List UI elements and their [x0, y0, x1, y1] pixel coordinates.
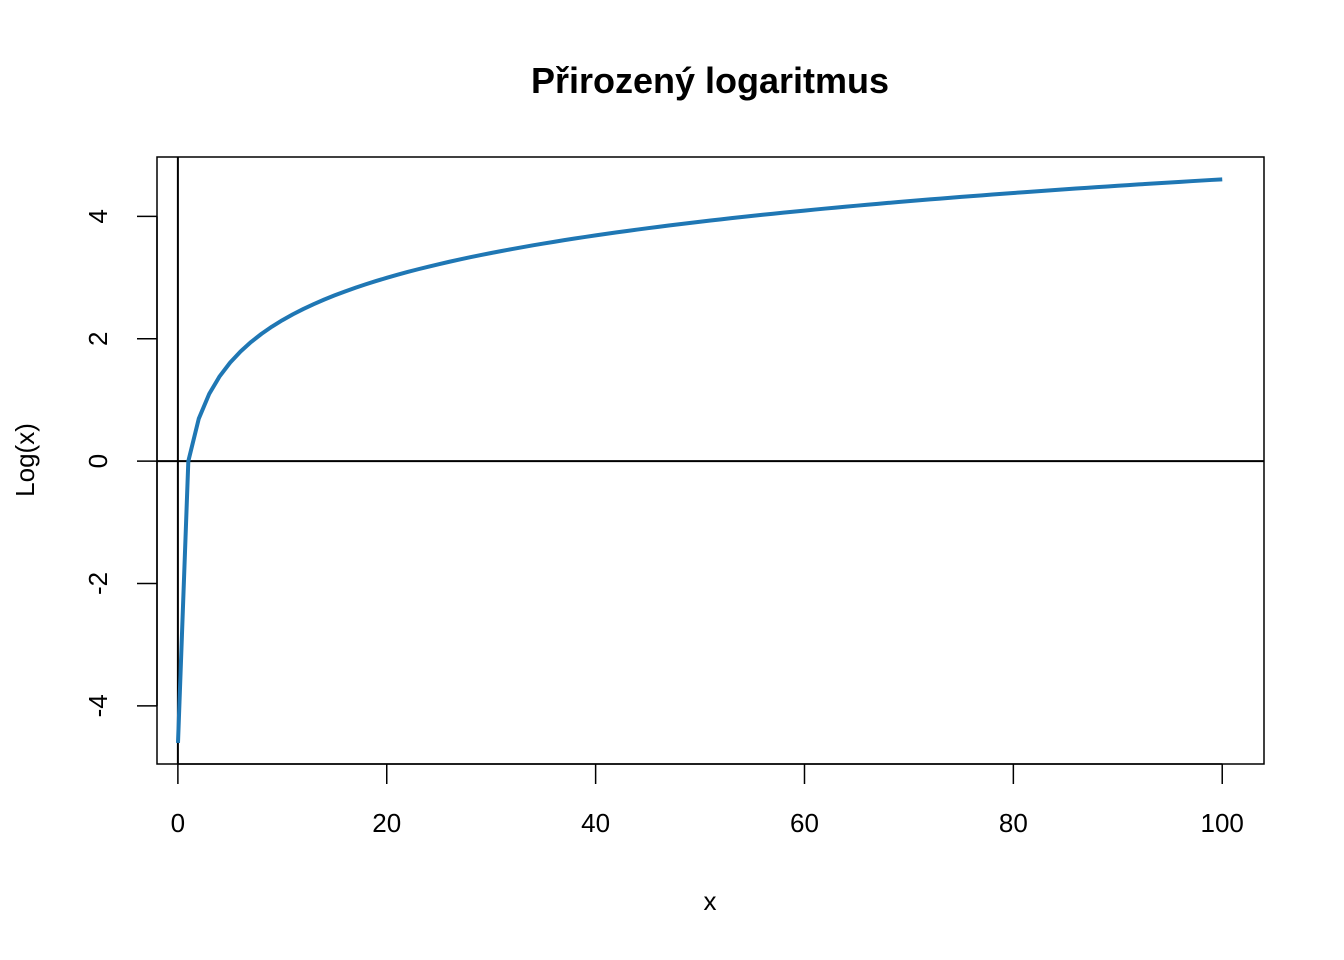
chart-title: Přirozený logaritmus: [531, 60, 889, 101]
x-tick-label: 0: [171, 808, 185, 838]
x-tick-label: 20: [372, 808, 401, 838]
y-tick-label: 0: [83, 454, 113, 468]
x-axis-label: x: [704, 886, 717, 916]
x-tick-label: 100: [1201, 808, 1244, 838]
y-tick-label: -2: [83, 572, 113, 595]
x-tick-label: 40: [581, 808, 610, 838]
y-tick-label: 2: [83, 331, 113, 345]
y-axis: -4 -2 0 2 4: [83, 209, 158, 717]
y-tick-label: -4: [83, 694, 113, 717]
x-axis: 0 20 40 60 80 100: [171, 763, 1244, 838]
y-axis-label: Log(x): [10, 423, 40, 497]
series-line-0: [175, 177, 1223, 743]
y-tick-label: 4: [83, 209, 113, 223]
reference-lines: [157, 157, 1264, 764]
x-tick-label: 80: [999, 808, 1028, 838]
x-tick-label: 60: [790, 808, 819, 838]
series-layer: [175, 177, 1223, 743]
